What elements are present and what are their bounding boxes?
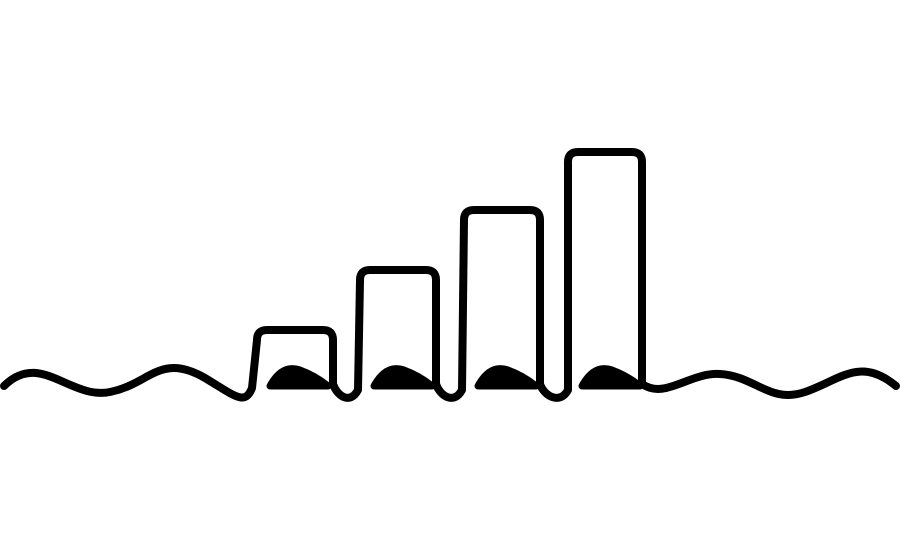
small-wave-crest-icon [474, 365, 540, 390]
wave-line-icon [0, 148, 900, 402]
small-wave-crest-icon [370, 365, 436, 390]
small-wave-crest-icon [578, 365, 644, 390]
wave-crests [266, 365, 644, 390]
small-wave-crest-icon [266, 365, 332, 390]
